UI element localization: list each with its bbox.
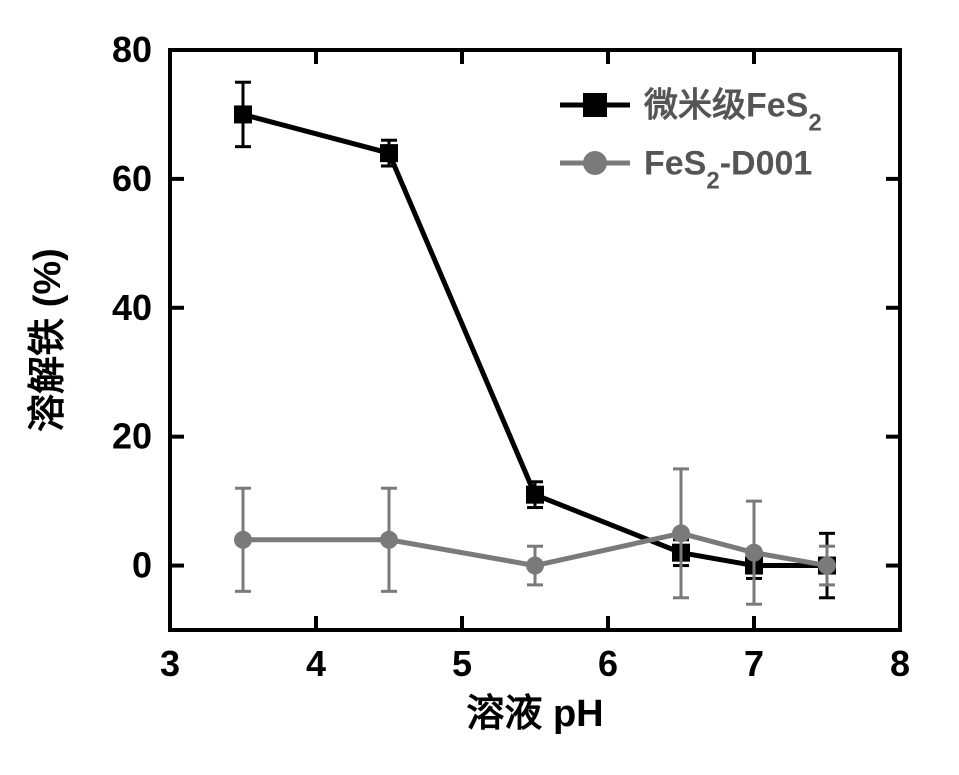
- x-tick-label: 8: [890, 643, 910, 684]
- legend-marker-fes2_micro: [583, 93, 607, 117]
- data-point: [818, 557, 836, 575]
- data-point: [234, 105, 252, 123]
- y-tick-label: 80: [112, 29, 152, 70]
- x-tick-label: 6: [598, 643, 618, 684]
- x-tick-label: 5: [452, 643, 472, 684]
- legend-marker-fes2_d001: [583, 151, 607, 175]
- y-axis-label: 溶解铁 (%): [27, 248, 69, 432]
- data-point: [745, 544, 763, 562]
- y-tick-label: 20: [112, 416, 152, 457]
- chart-svg: 345678020406080溶液 pH溶解铁 (%)微米级FeS2FeS2-D…: [0, 0, 959, 775]
- y-tick-label: 40: [112, 287, 152, 328]
- x-tick-label: 3: [160, 643, 180, 684]
- data-point: [526, 486, 544, 504]
- data-point: [672, 524, 690, 542]
- chart-container: 345678020406080溶液 pH溶解铁 (%)微米级FeS2FeS2-D…: [0, 0, 959, 775]
- x-axis-label: 溶液 pH: [466, 693, 603, 735]
- data-point: [234, 531, 252, 549]
- y-tick-label: 60: [112, 158, 152, 199]
- data-point: [380, 531, 398, 549]
- x-tick-label: 4: [306, 643, 326, 684]
- data-point: [380, 144, 398, 162]
- y-tick-label: 0: [132, 545, 152, 586]
- x-tick-label: 7: [744, 643, 764, 684]
- data-point: [526, 557, 544, 575]
